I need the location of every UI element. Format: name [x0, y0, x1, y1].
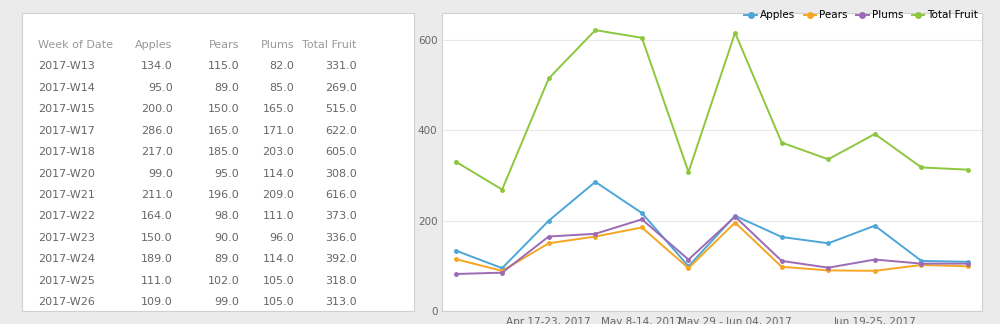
Text: 2017-W18: 2017-W18 [38, 147, 95, 157]
Text: 165.0: 165.0 [208, 126, 239, 136]
Text: 171.0: 171.0 [262, 126, 294, 136]
Text: 2017-W13: 2017-W13 [38, 61, 94, 71]
Text: Apples: Apples [135, 40, 173, 50]
Text: 217.0: 217.0 [141, 147, 173, 157]
Text: 90.0: 90.0 [215, 233, 239, 243]
Text: 102.0: 102.0 [208, 276, 239, 286]
Text: 111.0: 111.0 [263, 212, 294, 222]
Text: 336.0: 336.0 [325, 233, 357, 243]
Text: 515.0: 515.0 [325, 104, 357, 114]
Text: 2017-W22: 2017-W22 [38, 212, 95, 222]
Text: 392.0: 392.0 [325, 254, 357, 264]
Text: 209.0: 209.0 [262, 190, 294, 200]
Text: 2017-W24: 2017-W24 [38, 254, 95, 264]
Text: 89.0: 89.0 [214, 254, 239, 264]
Text: 2017-W14: 2017-W14 [38, 83, 95, 93]
Text: 82.0: 82.0 [269, 61, 294, 71]
Text: Pears: Pears [209, 40, 239, 50]
Text: 373.0: 373.0 [325, 212, 357, 222]
Text: 196.0: 196.0 [208, 190, 239, 200]
Text: 95.0: 95.0 [148, 83, 173, 93]
Text: 269.0: 269.0 [325, 83, 357, 93]
Text: 164.0: 164.0 [141, 212, 173, 222]
Text: 331.0: 331.0 [325, 61, 357, 71]
Text: 134.0: 134.0 [141, 61, 173, 71]
Text: 308.0: 308.0 [325, 168, 357, 179]
Text: 2017-W20: 2017-W20 [38, 168, 95, 179]
Text: 165.0: 165.0 [263, 104, 294, 114]
Text: 203.0: 203.0 [262, 147, 294, 157]
Text: 105.0: 105.0 [263, 276, 294, 286]
Text: 150.0: 150.0 [141, 233, 173, 243]
Text: 96.0: 96.0 [269, 233, 294, 243]
Text: 313.0: 313.0 [325, 297, 357, 307]
Text: 200.0: 200.0 [141, 104, 173, 114]
Text: 111.0: 111.0 [141, 276, 173, 286]
Text: 2017-W21: 2017-W21 [38, 190, 95, 200]
Text: 605.0: 605.0 [325, 147, 357, 157]
Text: 2017-W17: 2017-W17 [38, 126, 95, 136]
Text: 105.0: 105.0 [263, 297, 294, 307]
Text: 286.0: 286.0 [141, 126, 173, 136]
Legend: Apples, Pears, Plums, Total Fruit: Apples, Pears, Plums, Total Fruit [740, 6, 982, 25]
Text: 99.0: 99.0 [148, 168, 173, 179]
Text: 622.0: 622.0 [325, 126, 357, 136]
Text: 2017-W26: 2017-W26 [38, 297, 95, 307]
Text: Plums: Plums [261, 40, 294, 50]
Text: 150.0: 150.0 [208, 104, 239, 114]
Text: 109.0: 109.0 [141, 297, 173, 307]
Text: 318.0: 318.0 [325, 276, 357, 286]
Text: 85.0: 85.0 [269, 83, 294, 93]
Text: 189.0: 189.0 [141, 254, 173, 264]
Text: 115.0: 115.0 [208, 61, 239, 71]
Text: 616.0: 616.0 [325, 190, 357, 200]
Text: 114.0: 114.0 [262, 168, 294, 179]
Text: 114.0: 114.0 [262, 254, 294, 264]
Text: 89.0: 89.0 [214, 83, 239, 93]
Text: 2017-W23: 2017-W23 [38, 233, 95, 243]
Text: 211.0: 211.0 [141, 190, 173, 200]
Text: 2017-W15: 2017-W15 [38, 104, 94, 114]
Text: 2017-W25: 2017-W25 [38, 276, 95, 286]
Text: 95.0: 95.0 [215, 168, 239, 179]
Text: 98.0: 98.0 [214, 212, 239, 222]
Text: 185.0: 185.0 [208, 147, 239, 157]
Text: Week of Date: Week of Date [38, 40, 113, 50]
Text: Total Fruit: Total Fruit [302, 40, 357, 50]
Text: 99.0: 99.0 [214, 297, 239, 307]
Bar [442, 13, 982, 311]
